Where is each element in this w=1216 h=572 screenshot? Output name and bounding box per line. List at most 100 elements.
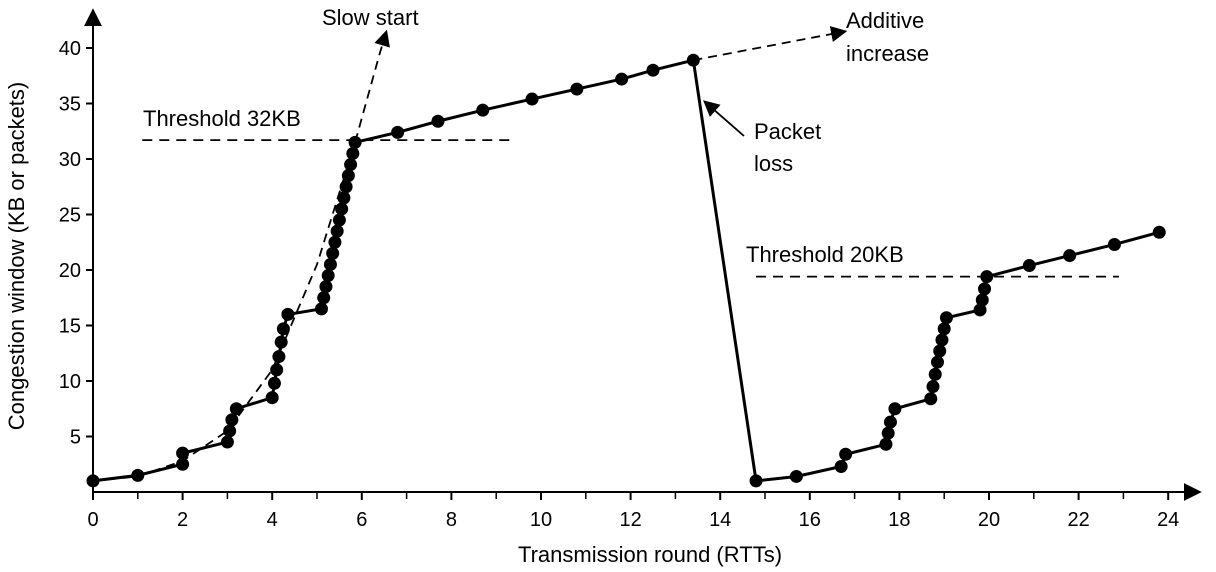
data-point (321, 269, 335, 283)
y-tick-label: 25 (59, 205, 81, 227)
data-point (337, 191, 351, 205)
data-point (319, 280, 333, 294)
y-ticks: 5 10 15 20 25 30 35 40 (59, 38, 93, 449)
x-tick-label: 18 (888, 509, 910, 531)
y-tick-label: 10 (59, 371, 81, 393)
data-point (615, 72, 629, 86)
data-point (476, 103, 490, 117)
data-point (270, 363, 284, 377)
data-point (281, 307, 295, 321)
data-point (749, 474, 763, 488)
y-tick-label: 5 (70, 427, 81, 449)
data-point (939, 311, 953, 325)
data-point (323, 257, 337, 271)
x-axis-title: Transmission round (RTTs) (518, 542, 782, 567)
y-tick-label: 35 (59, 94, 81, 116)
data-point (933, 344, 947, 358)
data-point (926, 380, 940, 394)
data-point (335, 202, 349, 216)
data-point (834, 459, 848, 473)
x-tick-label: 2 (177, 509, 188, 531)
data-point (276, 322, 290, 336)
y-tick-label: 30 (59, 149, 81, 171)
data-point (229, 402, 243, 416)
additive-increase-line (693, 26, 848, 62)
data-point (341, 169, 355, 183)
y-axis-title: Congestion window (KB or packets) (4, 82, 29, 431)
data-point (225, 413, 239, 427)
data-point (317, 291, 331, 305)
data-point (789, 469, 803, 483)
data-point (326, 246, 340, 260)
data-point (1107, 237, 1121, 251)
x-tick-label: 10 (530, 509, 552, 531)
data-point (937, 322, 951, 336)
data-point (928, 367, 942, 381)
data-point (973, 303, 987, 317)
data-point (924, 392, 938, 406)
data-point (570, 82, 584, 96)
data-point (888, 402, 902, 416)
data-point (883, 415, 897, 429)
threshold-32-label: Threshold 32KB (143, 106, 301, 131)
data-point (131, 468, 145, 482)
data-point (265, 391, 279, 405)
data-point (646, 63, 660, 77)
packet-loss-label-line2: loss (754, 151, 793, 176)
threshold-20-label: Threshold 20KB (746, 242, 904, 267)
x-tick-label: 24 (1157, 509, 1179, 531)
data-point (686, 53, 700, 67)
data-point (176, 446, 190, 460)
data-point (346, 146, 360, 160)
data-point (339, 180, 353, 194)
data-point (332, 213, 346, 227)
data-point (930, 355, 944, 369)
x-tick-label: 4 (267, 509, 278, 531)
data-point (935, 333, 949, 347)
data-point (267, 376, 281, 390)
x-tick-label: 14 (709, 509, 731, 531)
data-point (220, 435, 234, 449)
y-tick-label: 20 (59, 260, 81, 282)
packet-loss-label-line1: Packet (754, 119, 821, 144)
data-point (431, 114, 445, 128)
x-tick-label: 16 (799, 509, 821, 531)
data-point (223, 424, 237, 438)
data-point (314, 302, 328, 316)
data-point (391, 125, 405, 139)
x-tick-label: 0 (87, 509, 98, 531)
data-point (176, 457, 190, 471)
data-point (879, 437, 893, 451)
data-point (272, 350, 286, 364)
x-tick-label: 12 (619, 509, 641, 531)
data-point (1022, 259, 1036, 273)
data-point (978, 282, 992, 296)
slow-start-label: Slow start (322, 5, 419, 30)
x-tick-label: 8 (446, 509, 457, 531)
data-point (348, 135, 362, 149)
additive-label-line1: Additive (846, 8, 924, 33)
data-point (1152, 225, 1166, 239)
data-point (881, 426, 895, 440)
data-point (525, 92, 539, 106)
data-point (980, 270, 994, 284)
data-point (975, 293, 989, 307)
y-tick-label: 40 (59, 38, 81, 60)
threshold-lines (142, 139, 1119, 278)
x-tick-label: 20 (978, 509, 1000, 531)
x-tick-label: 6 (356, 509, 367, 531)
data-point (839, 447, 853, 461)
data-point (1063, 249, 1077, 263)
x-ticks: 0 2 4 6 8 10 12 14 16 18 20 22 24 (87, 492, 1179, 531)
data-point (344, 158, 358, 172)
data-point (86, 474, 100, 488)
series-points (86, 53, 1166, 488)
y-tick-label: 15 (59, 316, 81, 338)
data-point (274, 335, 288, 349)
x-tick-label: 22 (1067, 509, 1089, 531)
data-point (330, 224, 344, 238)
packet-loss-arrow (703, 100, 745, 137)
data-point (328, 235, 342, 249)
additive-label-line2: increase (846, 41, 929, 66)
